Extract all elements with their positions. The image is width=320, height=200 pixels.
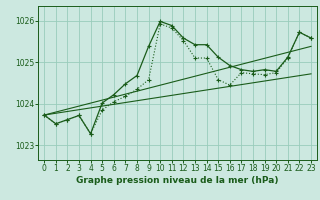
X-axis label: Graphe pression niveau de la mer (hPa): Graphe pression niveau de la mer (hPa)	[76, 176, 279, 185]
